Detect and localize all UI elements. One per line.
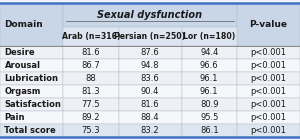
Bar [182,85,237,98]
Text: 94.8: 94.8 [141,61,159,70]
Bar [63,72,118,85]
Bar [63,46,118,59]
Text: p<0.001: p<0.001 [250,87,286,96]
Text: p<0.001: p<0.001 [250,113,286,122]
Text: 81.3: 81.3 [81,87,100,96]
Text: 83.2: 83.2 [141,126,159,135]
Bar [237,85,300,98]
Text: p<0.001: p<0.001 [250,100,286,109]
Bar [0,72,63,85]
Bar [63,27,118,46]
Text: 94.4: 94.4 [200,48,218,57]
Bar [237,3,300,46]
Bar [63,124,118,137]
Bar [237,124,300,137]
Text: 95.5: 95.5 [200,113,218,122]
Text: 81.6: 81.6 [141,100,159,109]
Text: 83.6: 83.6 [141,74,159,83]
Bar [182,46,237,59]
Text: 77.5: 77.5 [81,100,100,109]
Bar [182,124,237,137]
Text: 80.9: 80.9 [200,100,218,109]
Text: 88: 88 [85,74,96,83]
Text: 96.6: 96.6 [200,61,219,70]
Bar [118,59,182,72]
Text: Arab (n=316): Arab (n=316) [61,32,120,41]
Bar [118,124,182,137]
Bar [0,85,63,98]
Text: Lubrication: Lubrication [4,74,58,83]
Text: 87.6: 87.6 [141,48,159,57]
Bar [237,46,300,59]
Bar [182,111,237,124]
Text: Lor (n=180): Lor (n=180) [183,32,236,41]
Bar [0,3,63,46]
Text: P-value: P-value [250,20,287,29]
Text: 96.1: 96.1 [200,87,218,96]
Text: Domain: Domain [4,20,43,29]
Text: Pain: Pain [4,113,25,122]
Bar [182,59,237,72]
Bar [237,59,300,72]
Bar [118,27,182,46]
Bar [63,59,118,72]
Text: Persian (n=250): Persian (n=250) [114,32,186,41]
Text: Orgasm: Orgasm [4,87,41,96]
Text: Sexual dysfunction: Sexual dysfunction [98,10,202,20]
Bar [182,98,237,111]
Bar [0,98,63,111]
Text: 96.1: 96.1 [200,74,218,83]
Text: 89.2: 89.2 [82,113,100,122]
Text: Desire: Desire [4,48,35,57]
Bar [237,111,300,124]
Text: p<0.001: p<0.001 [250,74,286,83]
Text: 88.4: 88.4 [141,113,159,122]
Bar [118,85,182,98]
Bar [0,46,63,59]
Text: 81.6: 81.6 [81,48,100,57]
Bar [182,27,237,46]
Text: 86.7: 86.7 [81,61,100,70]
Bar [237,72,300,85]
Text: Total score: Total score [4,126,56,135]
Bar [0,111,63,124]
Text: 90.4: 90.4 [141,87,159,96]
Text: p<0.001: p<0.001 [250,126,286,135]
Bar [63,3,237,27]
Text: 75.3: 75.3 [81,126,100,135]
Text: Satisfaction: Satisfaction [4,100,62,109]
Bar [63,98,118,111]
Bar [118,46,182,59]
Bar [182,72,237,85]
Bar [0,124,63,137]
Text: 86.1: 86.1 [200,126,219,135]
Bar [0,59,63,72]
Bar [118,72,182,85]
Bar [118,98,182,111]
Bar [63,85,118,98]
Bar [118,111,182,124]
Bar [63,111,118,124]
Text: Arousal: Arousal [4,61,40,70]
Text: p<0.001: p<0.001 [250,48,286,57]
Bar [237,98,300,111]
Text: p<0.001: p<0.001 [250,61,286,70]
